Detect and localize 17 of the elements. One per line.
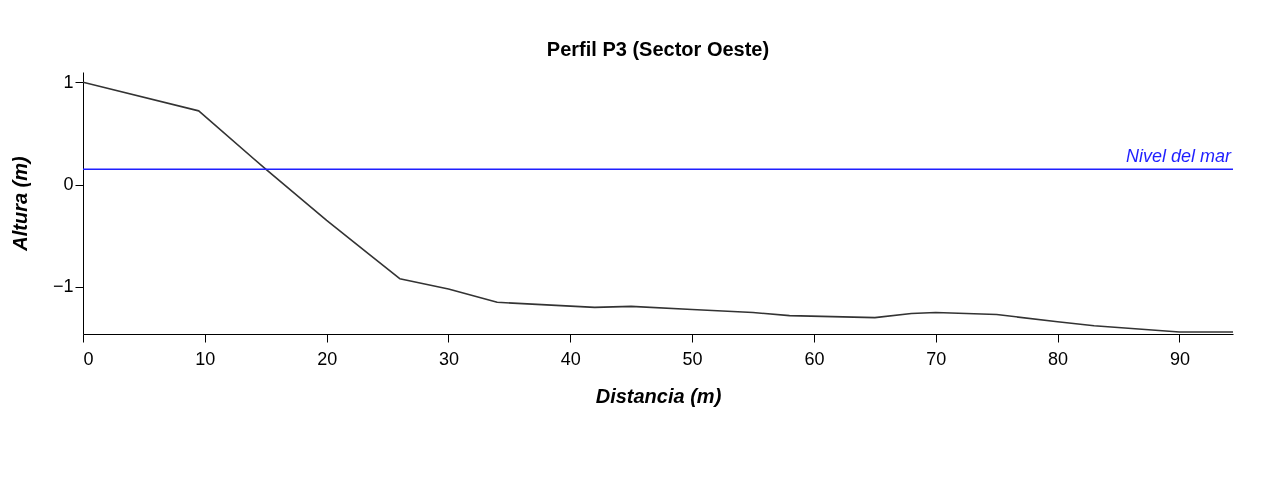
x-tick-label: 30	[438, 348, 459, 369]
y-tick-label: −1	[52, 276, 74, 297]
x-tick-label: 70	[926, 348, 947, 369]
y-tick-label: 0	[63, 174, 74, 195]
x-axis-title: Distancia (m)	[595, 384, 722, 407]
ref-line-label: Nivel del mar	[1125, 146, 1232, 167]
chart-title: Perfil P3 (Sector Oeste)	[546, 38, 770, 60]
x-tick-label: 90	[1169, 348, 1190, 369]
x-tick-label: 80	[1048, 348, 1069, 369]
y-tick-label: 1	[63, 71, 74, 92]
x-tick-label: 60	[804, 348, 825, 369]
x-tick-label: 20	[317, 348, 338, 369]
x-tick-label: 10	[195, 348, 216, 369]
x-tick-label: 40	[560, 348, 581, 369]
x-tick-label: 50	[682, 348, 703, 369]
y-axis-title: Altura (m)	[8, 155, 31, 252]
x-tick-label: 0	[83, 348, 94, 369]
